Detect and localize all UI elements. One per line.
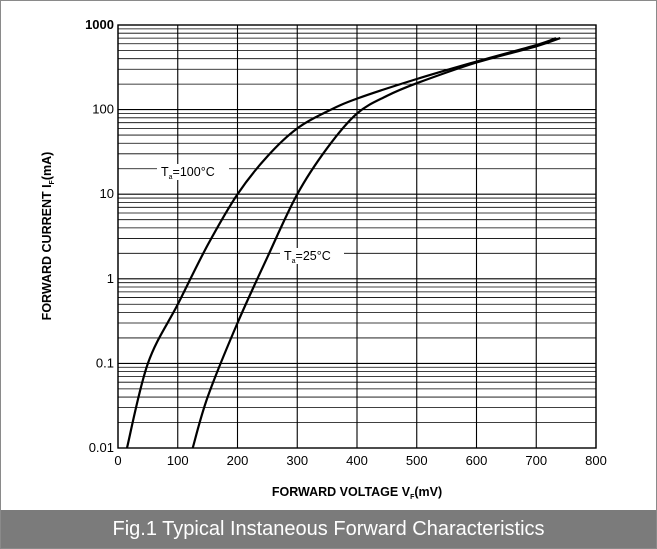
series-line-ta-25c: [191, 37, 561, 449]
plot-border: [117, 24, 597, 449]
series-label: Ta=100°C: [161, 165, 215, 181]
series-line-ta-100c: [125, 37, 557, 449]
y-tick-label: 1000: [85, 17, 114, 32]
x-tick-label: 400: [346, 453, 368, 468]
figure-caption: Fig.1 Typical Instaneous Forward Charact…: [1, 510, 656, 548]
x-tick-label: 0: [114, 453, 121, 468]
x-tick-label: 700: [525, 453, 547, 468]
x-tick-label: 600: [466, 453, 488, 468]
x-tick-label: 800: [585, 453, 607, 468]
x-axis-label: FORWARD VOLTAGE VF(mV): [272, 485, 442, 501]
y-tick-label: 0.01: [89, 440, 114, 455]
series-label-bg: [157, 164, 229, 180]
y-tick-label: 10: [100, 186, 114, 201]
y-axis-label: FORWARD CURRENT IF(mA): [40, 152, 56, 321]
x-tick-label: 300: [286, 453, 308, 468]
x-tick-label: 500: [406, 453, 428, 468]
y-tick-label: 0.1: [96, 355, 114, 370]
x-tick-label: 200: [227, 453, 249, 468]
series-label-bg: [280, 248, 344, 264]
y-tick-label: 100: [92, 102, 114, 117]
y-tick-label: 1: [107, 271, 114, 286]
forward-characteristics-chart: 0 100 200 300 400 500 600 700 800 0.01 0.1 1 10 100 10…: [40, 17, 607, 501]
series-label: Ta=25°C: [284, 249, 331, 265]
x-tick-label: 100: [167, 453, 189, 468]
